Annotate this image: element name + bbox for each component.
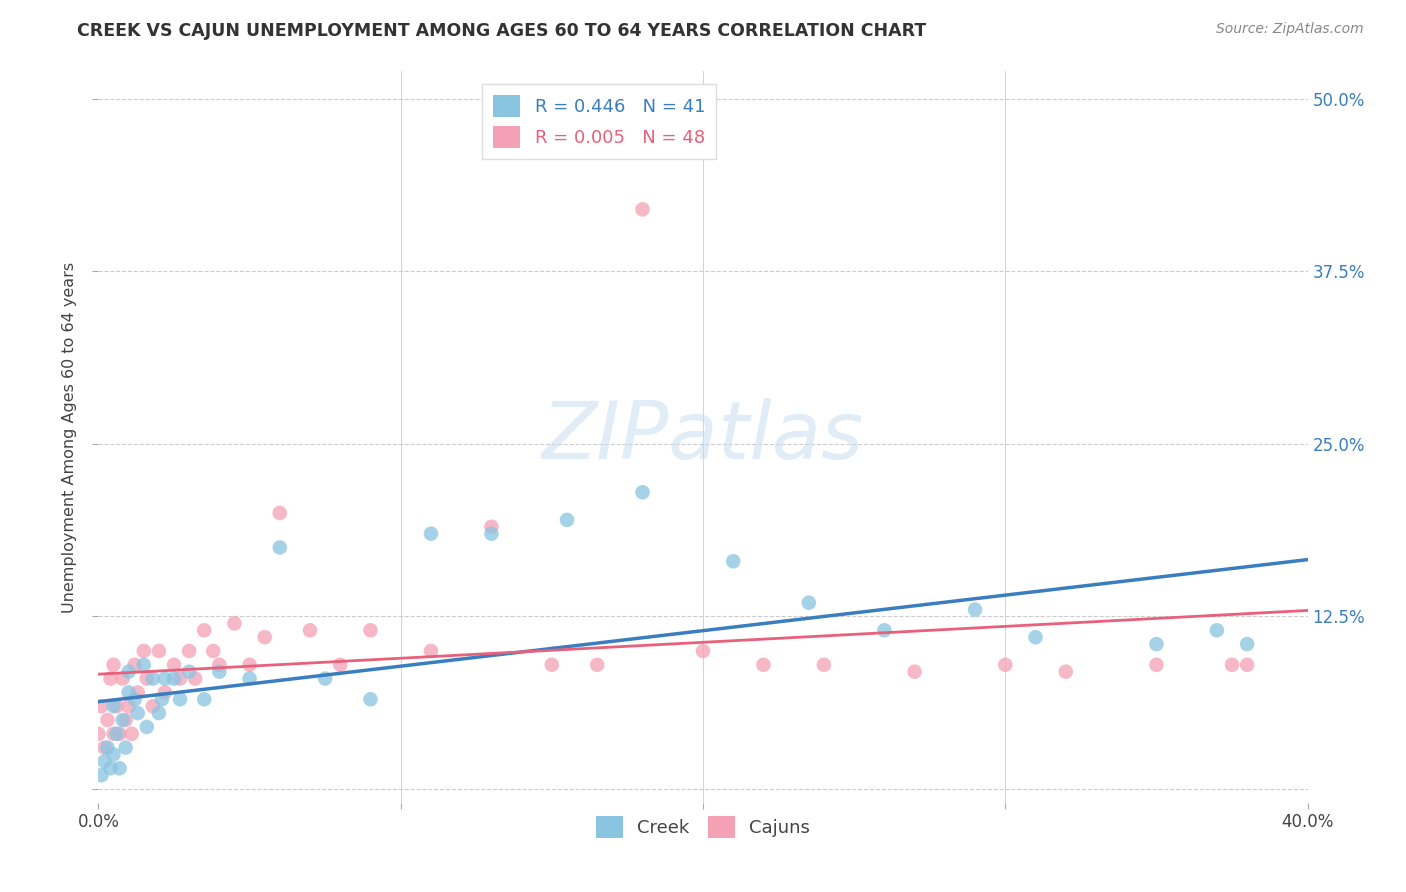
Point — [208, 665, 231, 679]
Point — [752, 657, 775, 672]
Point — [1024, 630, 1046, 644]
Point — [360, 624, 382, 638]
Point — [1144, 637, 1167, 651]
Point — [169, 672, 191, 686]
Point — [224, 616, 246, 631]
Point — [114, 713, 136, 727]
Point — [118, 699, 141, 714]
Point — [100, 672, 122, 686]
Point — [420, 644, 443, 658]
Point — [103, 699, 125, 714]
Point — [813, 657, 835, 672]
Point — [163, 657, 186, 672]
Point — [202, 644, 225, 658]
Point — [1206, 624, 1229, 638]
Point — [723, 554, 745, 568]
Point — [184, 672, 207, 686]
Point — [127, 685, 149, 699]
Point — [481, 526, 503, 541]
Point — [108, 761, 131, 775]
Point — [1144, 657, 1167, 672]
Point — [93, 755, 115, 769]
Legend: Creek, Cajuns: Creek, Cajuns — [589, 808, 817, 845]
Point — [108, 727, 131, 741]
Point — [631, 202, 654, 217]
Text: Source: ZipAtlas.com: Source: ZipAtlas.com — [1216, 22, 1364, 37]
Point — [105, 727, 128, 741]
Point — [90, 768, 112, 782]
Point — [586, 657, 609, 672]
Point — [90, 699, 112, 714]
Point — [100, 761, 122, 775]
Point — [420, 526, 443, 541]
Point — [124, 657, 146, 672]
Point — [121, 727, 143, 741]
Point — [314, 672, 336, 686]
Point — [111, 672, 134, 686]
Point — [93, 740, 115, 755]
Point — [994, 657, 1017, 672]
Point — [153, 685, 176, 699]
Point — [904, 665, 927, 679]
Point — [114, 740, 136, 755]
Point — [631, 485, 654, 500]
Text: CREEK VS CAJUN UNEMPLOYMENT AMONG AGES 60 TO 64 YEARS CORRELATION CHART: CREEK VS CAJUN UNEMPLOYMENT AMONG AGES 6… — [77, 22, 927, 40]
Point — [1220, 657, 1243, 672]
Point — [96, 713, 118, 727]
Point — [105, 699, 128, 714]
Point — [163, 672, 186, 686]
Point — [142, 699, 165, 714]
Point — [179, 665, 201, 679]
Point — [299, 624, 322, 638]
Point — [111, 713, 134, 727]
Point — [135, 672, 157, 686]
Text: ZIPatlas: ZIPatlas — [541, 398, 865, 476]
Point — [103, 747, 125, 762]
Point — [540, 657, 562, 672]
Point — [965, 602, 987, 616]
Point — [797, 596, 820, 610]
Point — [148, 706, 170, 720]
Point — [132, 657, 155, 672]
Point — [873, 624, 896, 638]
Point — [1054, 665, 1077, 679]
Point — [269, 506, 291, 520]
Point — [179, 644, 201, 658]
Point — [239, 657, 262, 672]
Point — [239, 672, 262, 686]
Point — [360, 692, 382, 706]
Point — [132, 644, 155, 658]
Point — [169, 692, 191, 706]
Point — [1236, 657, 1258, 672]
Point — [87, 727, 110, 741]
Point — [253, 630, 276, 644]
Point — [96, 740, 118, 755]
Point — [118, 665, 141, 679]
Point — [329, 657, 352, 672]
Point — [142, 672, 165, 686]
Point — [193, 692, 215, 706]
Point — [208, 657, 231, 672]
Point — [150, 692, 173, 706]
Point — [481, 520, 503, 534]
Point — [103, 657, 125, 672]
Point — [1236, 637, 1258, 651]
Point — [193, 624, 215, 638]
Point — [135, 720, 157, 734]
Point — [153, 672, 176, 686]
Point — [127, 706, 149, 720]
Y-axis label: Unemployment Among Ages 60 to 64 years: Unemployment Among Ages 60 to 64 years — [62, 261, 77, 613]
Point — [118, 685, 141, 699]
Point — [148, 644, 170, 658]
Point — [269, 541, 291, 555]
Point — [692, 644, 714, 658]
Point — [124, 692, 146, 706]
Point — [555, 513, 578, 527]
Point — [103, 727, 125, 741]
